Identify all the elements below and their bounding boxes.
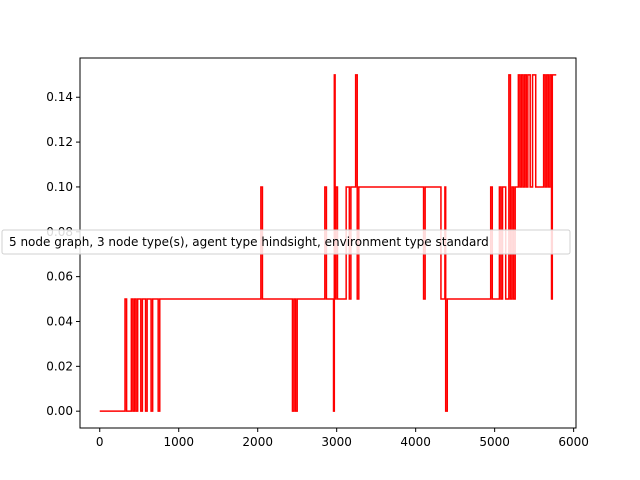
x-tick-label: 5000	[479, 435, 510, 449]
x-tick-label: 1000	[163, 435, 194, 449]
legend-label-0: 5 node graph, 3 node type(s), agent type…	[9, 235, 489, 249]
x-tick-label: 6000	[558, 435, 589, 449]
y-tick-label: 0.04	[46, 314, 73, 328]
y-tick-label: 0.14	[46, 90, 73, 104]
series-layer	[99, 74, 557, 412]
series-line-0	[99, 74, 557, 412]
legend: 5 node graph, 3 node type(s), agent type…	[1, 229, 571, 255]
y-tick-label: 0.12	[46, 135, 73, 149]
y-tick-label: 0.06	[46, 270, 73, 284]
x-tick-label: 0	[96, 435, 104, 449]
y-tick-label: 0.10	[46, 180, 73, 194]
x-axis: 0 1000 2000 3000 4000 5000 6000	[96, 428, 589, 449]
x-tick-label: 3000	[321, 435, 352, 449]
y-tick-label: 0.02	[46, 359, 73, 373]
legend-box	[1, 229, 571, 255]
y-tick-label: 0.00	[46, 404, 73, 418]
x-tick-label: 4000	[400, 435, 431, 449]
x-tick-label: 2000	[242, 435, 273, 449]
